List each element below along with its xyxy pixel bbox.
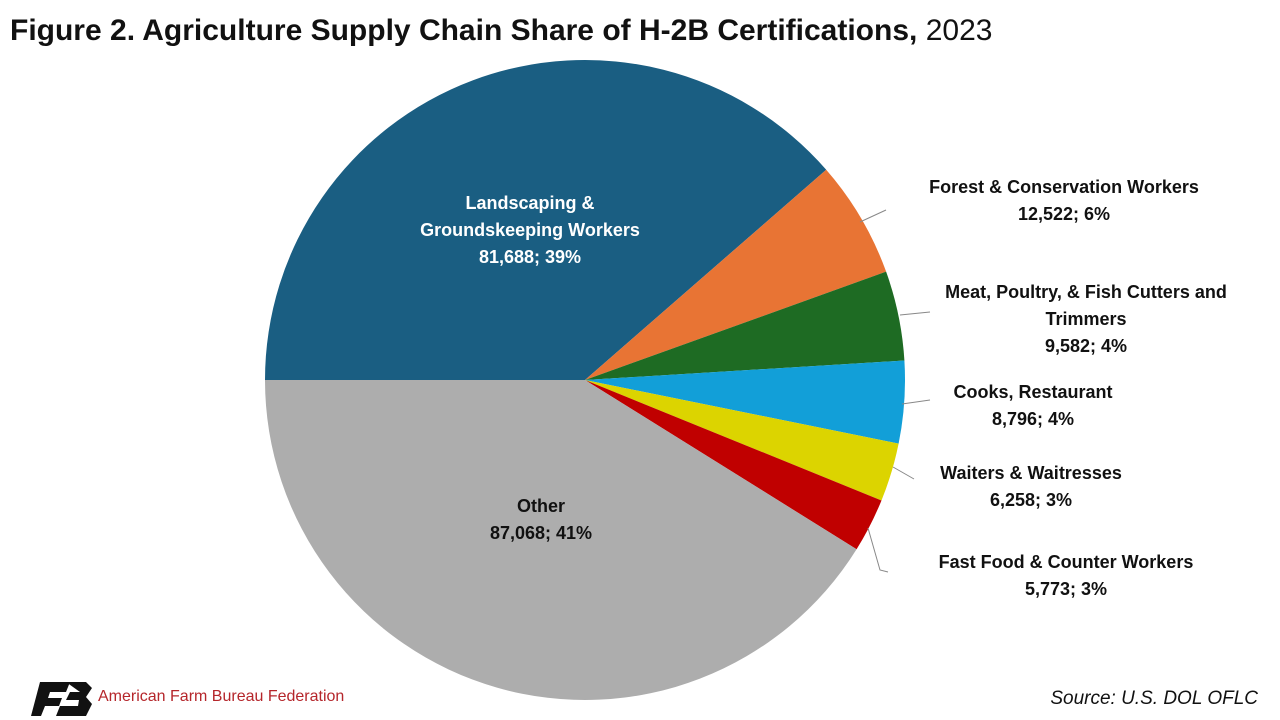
- branding: American Farm Bureau Federation: [98, 688, 345, 705]
- chart-title: Figure 2. Agriculture Supply Chain Share…: [10, 14, 917, 47]
- pie-slice: [585, 380, 882, 550]
- chart-title-line: Figure 2. Agriculture Supply Chain Share…: [10, 14, 992, 47]
- category-label: Fast Food & Counter Workers: [938, 552, 1194, 572]
- leader-line: [901, 399, 931, 405]
- pie-slice: [585, 271, 905, 380]
- pie-slice: [585, 380, 899, 501]
- value-label: 9,582; 4%: [1044, 336, 1128, 356]
- chart-subtitle: 2023: [926, 14, 993, 47]
- leader-line: [899, 311, 931, 316]
- leader-line: [859, 209, 887, 223]
- slice-label: Meat, Poultry, & Fish Cutters and Trimme…: [934, 279, 1239, 360]
- leader-line: [867, 527, 889, 573]
- category-label: Cooks, Restaurant: [953, 382, 1113, 402]
- category-label: Landscaping & Groundskeeping Workers: [420, 193, 640, 240]
- leader-line: [892, 466, 915, 480]
- value-label: 87,068; 41%: [489, 523, 593, 543]
- value-label: 6,258; 3%: [989, 490, 1073, 510]
- logo: [31, 682, 92, 716]
- category-label: Waiters & Waitresses: [940, 463, 1122, 483]
- source: Source: U.S. DOL OFLC: [1050, 688, 1258, 709]
- pie-slice: [265, 380, 857, 701]
- value-label: 81,688; 39%: [478, 247, 582, 267]
- slice-label: Cooks, Restaurant 8,796; 4%: [903, 379, 1163, 433]
- leader-lines: [859, 209, 931, 573]
- value-label: 12,522; 6%: [1017, 204, 1111, 224]
- category-label: Meat, Poultry, & Fish Cutters and Trimme…: [945, 282, 1227, 329]
- slice-label: Landscaping & Groundskeeping Workers 81,6…: [405, 190, 655, 271]
- slice-label: Waiters & Waitresses 6,258; 3%: [901, 460, 1161, 514]
- slice-label: Fast Food & Counter Workers 5,773; 3%: [901, 549, 1231, 603]
- value-label: 8,796; 4%: [991, 409, 1075, 429]
- value-label: 5,773; 3%: [1024, 579, 1108, 599]
- pie-slice: [585, 360, 905, 444]
- pie-slice: [265, 59, 827, 381]
- logo-mark: [31, 682, 70, 716]
- category-label: Forest & Conservation Workers: [929, 177, 1199, 197]
- logo-mark: [56, 682, 92, 716]
- slice-label: Forest & Conservation Workers 12,522; 6%: [884, 174, 1244, 228]
- slice-label: Other 87,068; 41%: [441, 493, 641, 547]
- pie: [265, 59, 905, 701]
- category-label: Other: [516, 496, 565, 516]
- pie-slice: [585, 169, 887, 380]
